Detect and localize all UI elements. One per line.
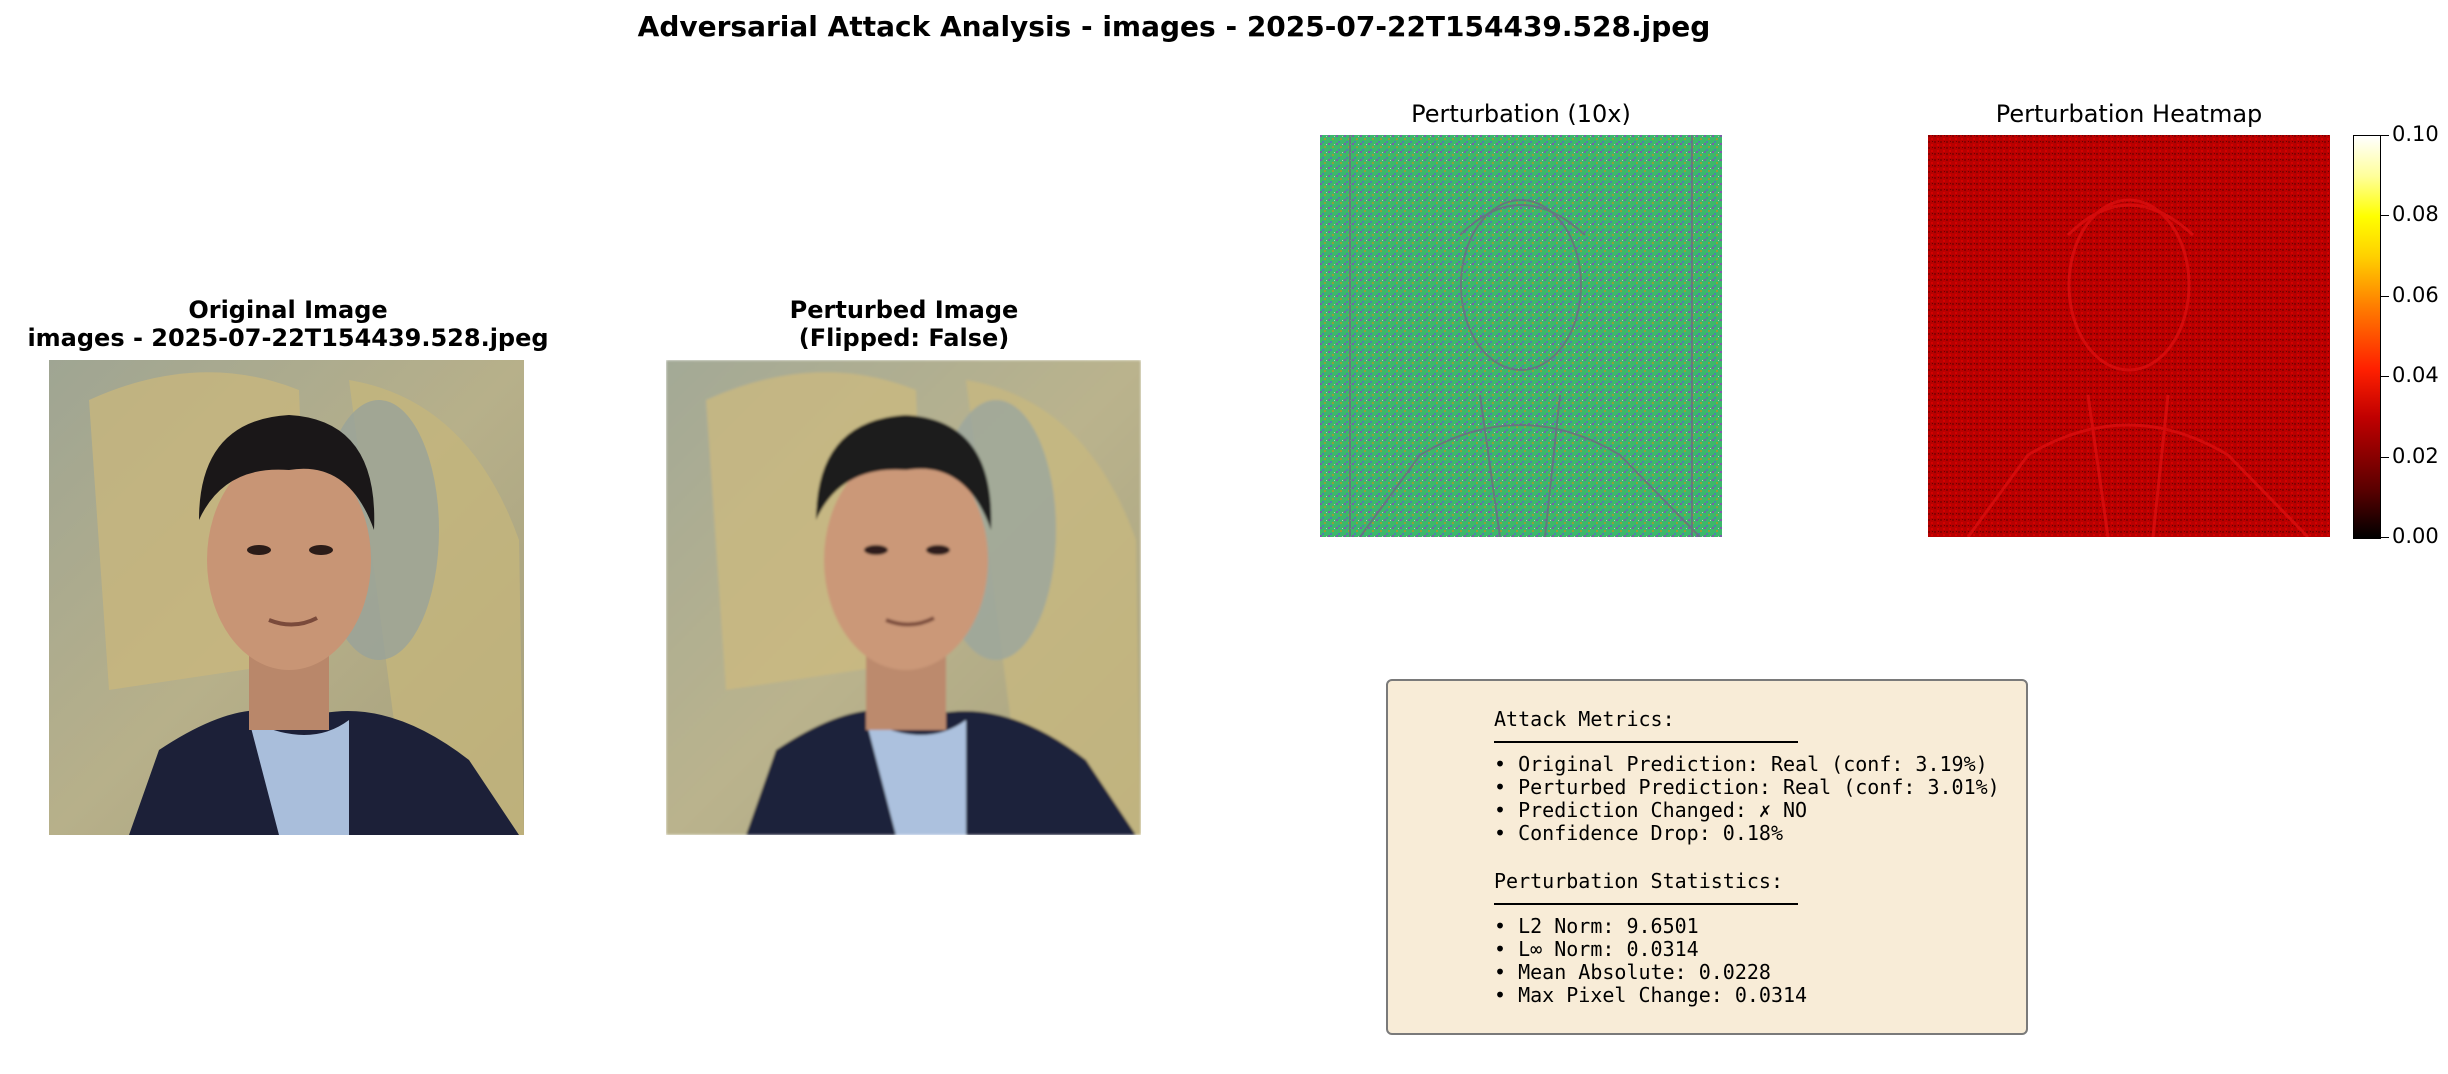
- colorbar-tick-mark: [2381, 456, 2389, 458]
- original-title-line2: images - 2025-07-22T154439.528.jpeg: [27, 324, 549, 352]
- colorbar-tick-label: 0.06: [2392, 282, 2439, 307]
- heatmap-title: Perturbation Heatmap: [1995, 100, 2263, 128]
- stat-mean-absolute: • Mean Absolute: 0.0228: [1494, 960, 1771, 984]
- perturbation-heatmap: [1928, 135, 2330, 537]
- perturbation-stats-rule: [1494, 903, 1798, 905]
- colorbar-tick-mark: [2381, 295, 2389, 297]
- metric-original-prediction: • Original Prediction: Real (conf: 3.19%…: [1494, 752, 1988, 776]
- colorbar-tick-mark: [2381, 135, 2389, 136]
- original-image-title: Original Image images - 2025-07-22T15443…: [0, 296, 576, 352]
- heatmap-colorbar: [2353, 135, 2381, 539]
- stat-l2-norm: • L2 Norm: 9.6501: [1494, 914, 1699, 938]
- stat-max-pixel-change: • Max Pixel Change: 0.0314: [1494, 983, 1808, 1007]
- original-title-line1: Original Image: [188, 296, 388, 324]
- perturbed-title-line2: (Flipped: False): [798, 324, 1010, 352]
- figure-title: Adversarial Attack Analysis - images - 2…: [637, 10, 1711, 43]
- colorbar-tick-label: 0.02: [2392, 443, 2439, 468]
- stat-linf-norm: • L∞ Norm: 0.0314: [1494, 937, 1699, 961]
- perturbation-image: [1320, 135, 1722, 537]
- perturbed-image-title: Perturbed Image (Flipped: False): [616, 296, 1192, 352]
- perturbed-title-line1: Perturbed Image: [789, 296, 1019, 324]
- metric-confidence-drop: • Confidence Drop: 0.18%: [1494, 821, 1783, 845]
- colorbar-tick-mark: [2381, 215, 2389, 217]
- attack-metrics-rule: [1494, 741, 1798, 743]
- perturbed-image: [666, 360, 1141, 835]
- colorbar-tick-label: 0.04: [2392, 363, 2439, 388]
- perturbation-title: Perturbation (10x): [1411, 100, 1631, 128]
- colorbar-tick-label: 0.10: [2392, 122, 2439, 146]
- metric-prediction-changed: • Prediction Changed: ✗ NO: [1494, 798, 1808, 822]
- colorbar-tick-label: 0.08: [2392, 202, 2439, 227]
- attack-metrics-header: Attack Metrics:: [1494, 707, 1675, 731]
- metric-perturbed-prediction: • Perturbed Prediction: Real (conf: 3.01…: [1494, 775, 2000, 799]
- original-image: [49, 360, 524, 835]
- colorbar-tick-mark: [2381, 376, 2389, 378]
- colorbar-tick-mark: [2381, 537, 2389, 538]
- colorbar-tick-label: 0.00: [2392, 524, 2439, 548]
- perturbation-stats-header: Perturbation Statistics:: [1494, 869, 1783, 893]
- metrics-panel: Attack Metrics: • Original Prediction: R…: [1386, 679, 2028, 1035]
